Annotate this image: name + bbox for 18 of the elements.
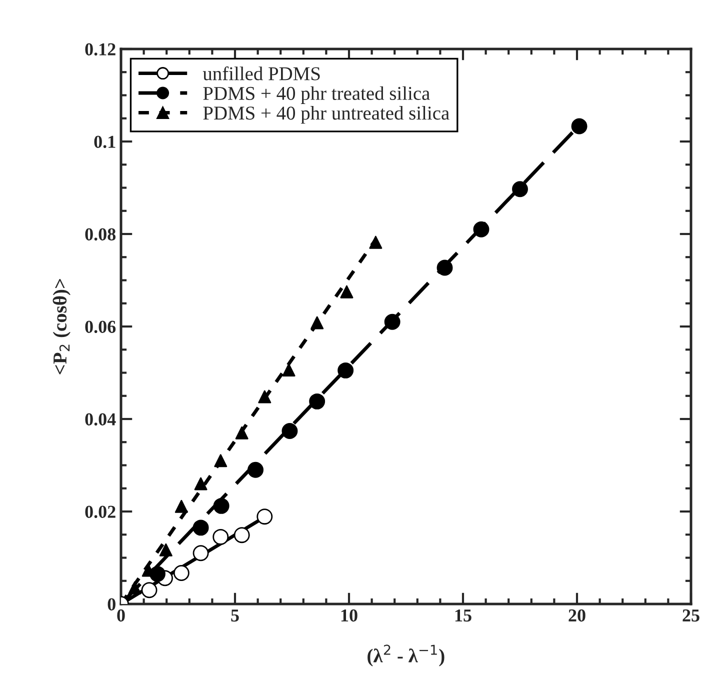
y-tick-label: 0 [108, 598, 116, 610]
legend-label: PDMS + 40 phr untreated silica [203, 106, 450, 124]
x-tick-label: 15 [455, 609, 472, 622]
y-tick-label: 0.04 [85, 413, 116, 426]
y-tick-label: 0.08 [85, 228, 116, 241]
x-tick-label: 20 [568, 609, 586, 622]
y-tick-label: 0.1 [94, 136, 116, 148]
x-tick-label: 5 [231, 610, 239, 622]
y-tick-label: 0.06 [85, 320, 116, 334]
y-tick-label: 0.12 [85, 43, 116, 56]
legend-label: unfilled PDMS [202, 66, 320, 80]
x-tick-label: 0 [117, 609, 125, 622]
x-tick-label: 10 [341, 609, 358, 622]
x-axis-title: (λ$^{2}$ - λ$^{−1}$) [368, 644, 444, 666]
y-tick-label: 0.02 [85, 506, 116, 518]
y-axis-title: <P$_{2}$ (cosθ)> [52, 278, 70, 374]
legend-label: PDMS + 40 phr treated silica [203, 86, 430, 104]
x-tick-label: 25 [682, 609, 700, 622]
